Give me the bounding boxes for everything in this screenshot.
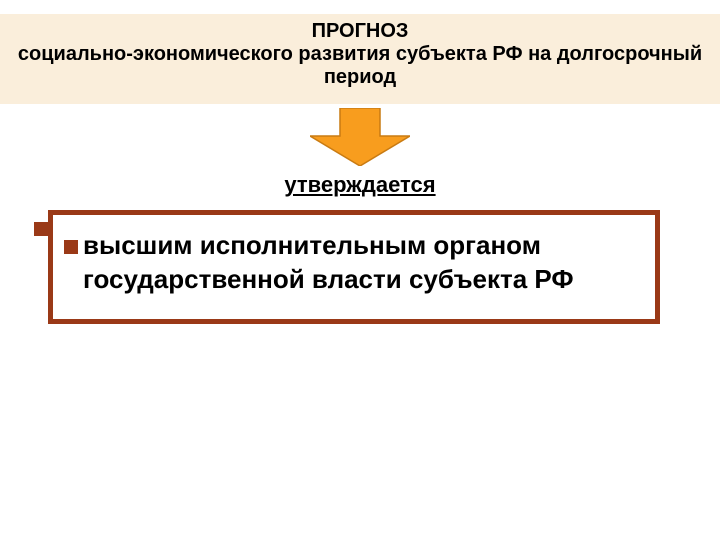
bullet-icon bbox=[64, 240, 78, 254]
down-arrow-icon bbox=[310, 108, 410, 171]
approve-label: утверждается bbox=[0, 172, 720, 198]
content-text: высшим исполнительным органом государств… bbox=[83, 229, 641, 297]
down-arrow-svg bbox=[310, 108, 410, 166]
content-box: высшим исполнительным органом государств… bbox=[48, 210, 660, 324]
header-title-line2: социально-экономического развития субъек… bbox=[10, 43, 710, 89]
header-title-line1: ПРОГНОЗ bbox=[10, 20, 710, 43]
arrow-polygon bbox=[310, 108, 410, 166]
header-band: ПРОГНОЗ социально-экономического развити… bbox=[0, 14, 720, 104]
background-bullet-icon bbox=[34, 222, 48, 236]
